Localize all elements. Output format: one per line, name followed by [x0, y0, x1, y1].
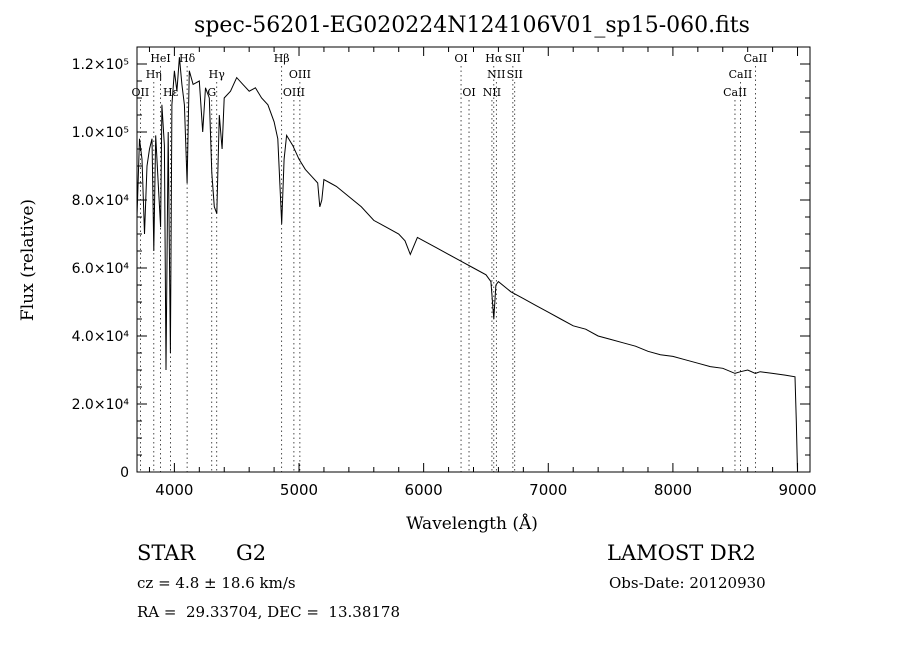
plot-frame [136, 46, 811, 473]
emission-line-label-10: OI [454, 52, 467, 65]
x-tick-label-0: 4000 [155, 481, 193, 499]
x-tick-label-1: 5000 [280, 481, 318, 499]
emission-line-label-15: SII [505, 52, 521, 65]
emission-line-label-14: NII [487, 68, 505, 81]
emission-line-label-3: Hε [163, 86, 179, 99]
emission-line-label-13: Hα [485, 52, 503, 65]
y-tick-label-6: 1.2×10⁵ [72, 57, 129, 73]
emission-line-label-11: OI [462, 86, 475, 99]
emission-line-label-6: Hγ [209, 68, 226, 81]
x-tick-label-3: 7000 [529, 481, 567, 499]
y-tick-label-2: 4.0×10⁴ [72, 329, 130, 345]
x-tick-label-4: 8000 [654, 481, 692, 499]
emission-line-label-9: OIII [289, 68, 311, 81]
y-tick-label-1: 2.0×10⁴ [72, 397, 130, 413]
x-tick-label-2: 6000 [405, 481, 443, 499]
emission-line-label-0: OII [132, 86, 150, 99]
subclass: G2 [236, 541, 267, 565]
y-axis-label: Flux (relative) [18, 199, 38, 321]
obs-date: Obs-Date: 20120930 [609, 574, 766, 592]
object-class: STAR [137, 541, 196, 565]
emission-line-label-12: NII [483, 86, 501, 99]
emission-line-label-1: Hη [146, 68, 162, 81]
emission-line-label-8: OIII [283, 86, 305, 99]
y-tick-label-0: 0 [120, 465, 129, 481]
survey-name: LAMOST DR2 [607, 541, 756, 565]
emission-line-label-7: Hβ [274, 52, 290, 65]
x-tick-label-5: 9000 [778, 481, 816, 499]
y-tick-label-4: 8.0×10⁴ [72, 193, 130, 209]
spectrum-line [136, 57, 798, 473]
emission-line-label-4: Hδ [179, 52, 196, 65]
emission-line-label-5: G [207, 86, 216, 99]
y-tick-label-3: 6.0×10⁴ [72, 261, 130, 277]
emission-line-label-17: CaII [723, 86, 747, 99]
y-tick-label-5: 1.0×10⁵ [72, 125, 129, 141]
emission-line-label-19: CaII [744, 52, 768, 65]
emission-line-label-18: CaII [729, 68, 753, 81]
coordinates: RA = 29.33704, DEC = 13.38178 [137, 603, 401, 621]
axis-ticks: 4000 5000 6000 7000 8000 9000 0 2.0×10⁴ 4.0×10⁴ 6… [72, 47, 817, 499]
redshift: cz = 4.8 ± 18.6 km/s [137, 574, 296, 592]
x-axis-label: Wavelength (Å) [406, 513, 538, 534]
emission-line-label-16: SII [507, 68, 523, 81]
chart-title: spec-56201-EG020224N124106V01_sp15-060.f… [194, 13, 750, 38]
emission-line-label-2: HeI [150, 52, 170, 65]
